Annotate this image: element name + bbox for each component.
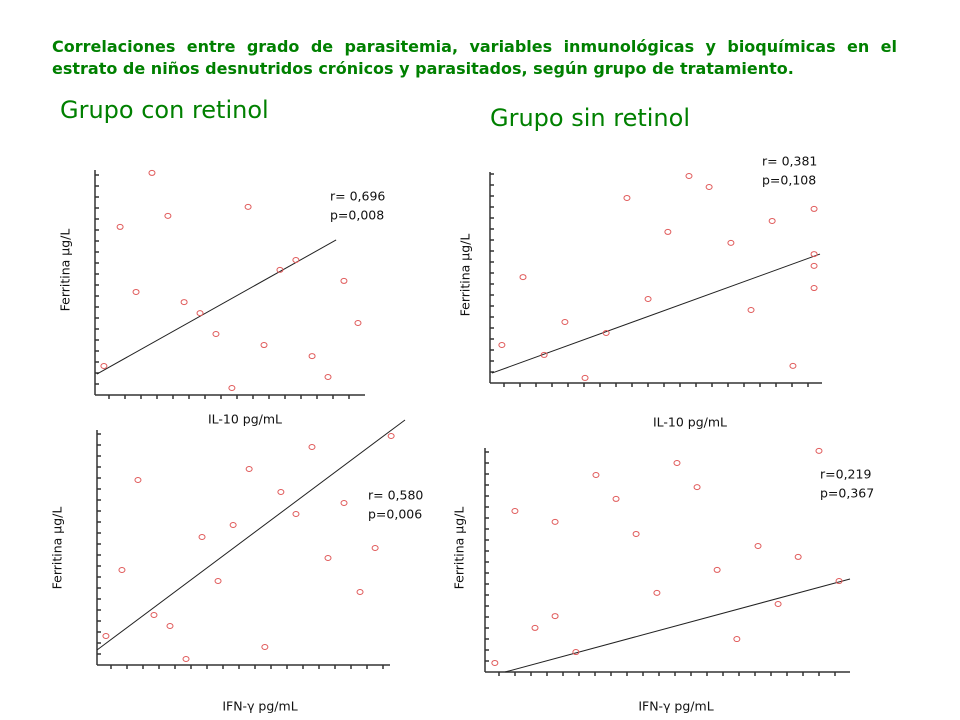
- point: [733, 636, 741, 643]
- point: [727, 239, 735, 246]
- point: [747, 306, 755, 313]
- point: [277, 489, 285, 495]
- point: [581, 374, 589, 381]
- annotation: p=0,108: [762, 173, 816, 188]
- annotation: p=0,006: [368, 507, 422, 522]
- point: [100, 362, 108, 369]
- point: [134, 477, 142, 483]
- point: [491, 659, 499, 666]
- point: [164, 212, 172, 219]
- point: [551, 518, 559, 525]
- point: [498, 342, 506, 349]
- point: [540, 351, 548, 358]
- y-axis-label: Ferritina µg/L: [458, 234, 473, 317]
- x-axis-label: IFN-γ pg/mL: [222, 699, 297, 714]
- point: [261, 644, 269, 650]
- point: [118, 567, 126, 573]
- point: [292, 257, 300, 263]
- annotation: p=0,008: [330, 208, 384, 223]
- point: [789, 362, 797, 369]
- fit-line: [504, 578, 851, 673]
- annotation: r= 0,381: [762, 154, 817, 169]
- point: [835, 578, 843, 585]
- slide-title: Correlaciones entre grado de parasitemia…: [52, 37, 897, 78]
- point: [673, 459, 681, 466]
- point: [561, 319, 569, 326]
- point: [148, 169, 156, 176]
- point: [810, 205, 818, 212]
- annotation: r= 0,696: [330, 189, 385, 204]
- point: [713, 566, 721, 573]
- point: [653, 589, 661, 596]
- x-axis-label: IL-10 pg/mL: [208, 412, 282, 427]
- x-axis-label: IFN-γ pg/mL: [638, 699, 713, 714]
- point: [632, 530, 640, 537]
- fit-line: [96, 239, 337, 375]
- point: [308, 444, 316, 450]
- point: [228, 385, 236, 392]
- point: [340, 500, 348, 506]
- point: [685, 173, 693, 180]
- point: [212, 331, 220, 338]
- fit-line: [96, 419, 406, 651]
- group-title: Grupo con retinol: [60, 96, 269, 124]
- point: [644, 296, 652, 303]
- point: [324, 555, 332, 561]
- y-axis-label: Ferritina µg/L: [50, 507, 65, 590]
- point: [774, 601, 782, 608]
- point: [116, 223, 124, 230]
- point: [292, 511, 300, 517]
- point: [308, 353, 316, 360]
- point: [572, 649, 580, 656]
- point: [794, 553, 802, 560]
- point: [810, 285, 818, 292]
- point: [387, 433, 395, 439]
- point: [198, 534, 206, 540]
- annotation: r= 0,580: [368, 488, 423, 503]
- point: [602, 329, 610, 336]
- point: [531, 624, 539, 631]
- annotation: r=0,219: [820, 467, 871, 482]
- point: [182, 656, 190, 662]
- point: [356, 589, 364, 595]
- annotation: p=0,367: [820, 486, 874, 501]
- point: [102, 633, 110, 639]
- point: [519, 274, 527, 281]
- point: [260, 342, 268, 349]
- point: [244, 203, 252, 210]
- point: [810, 251, 818, 258]
- y-axis-label: Ferritina µg/L: [58, 229, 73, 312]
- point: [768, 217, 776, 224]
- point: [810, 262, 818, 269]
- point: [693, 484, 701, 491]
- point: [340, 277, 348, 284]
- point: [754, 543, 762, 550]
- point: [623, 194, 631, 201]
- point: [511, 507, 519, 514]
- point: [132, 288, 140, 295]
- point: [196, 310, 204, 317]
- point: [166, 623, 174, 629]
- point: [705, 183, 713, 190]
- point: [150, 612, 158, 618]
- point: [551, 613, 559, 620]
- point: [354, 320, 362, 326]
- point: [245, 466, 253, 472]
- x-axis-label: IL-10 pg/mL: [653, 415, 727, 430]
- point: [180, 299, 188, 306]
- point: [214, 578, 222, 584]
- point: [815, 447, 823, 454]
- point: [592, 472, 600, 479]
- point: [371, 545, 379, 551]
- y-axis-label: Ferritina µg/L: [452, 507, 467, 590]
- point: [276, 266, 284, 273]
- point: [229, 522, 237, 528]
- point: [664, 228, 672, 235]
- point: [324, 374, 332, 380]
- point: [612, 495, 620, 502]
- group-title: Grupo sin retinol: [490, 104, 690, 132]
